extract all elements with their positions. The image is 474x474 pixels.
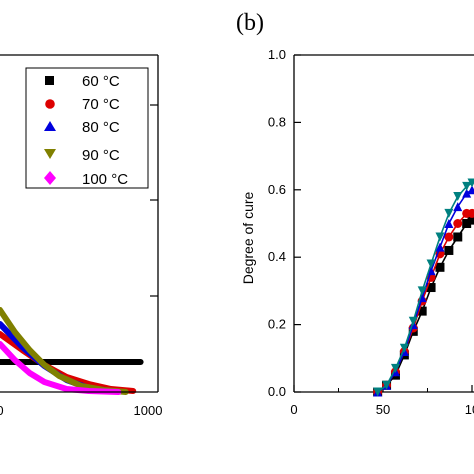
panel-b-y-tick-label: 1.0 (268, 47, 286, 62)
panel-b-data-point (435, 262, 445, 272)
panel-b-data-point (467, 178, 474, 188)
panel-b-data-point (426, 283, 436, 293)
panel-b-data-point (462, 219, 472, 228)
panel-b-data-point (444, 208, 454, 218)
panel-b-tag: (b) (236, 10, 264, 36)
legend-label-100c: 100 °C (82, 171, 128, 188)
panel-b-y-tick-label: 0.2 (268, 317, 286, 332)
panel-b-data-point (444, 232, 454, 242)
panel-b-data-point (382, 380, 392, 390)
legend-diamond-marker (44, 171, 56, 185)
legend-label-60c: 60 °C (82, 73, 120, 90)
panel-b-y-tick-label: 0.6 (268, 182, 286, 197)
panel-b-y-tick-label: 0.0 (268, 384, 286, 399)
panel-b-x-tick-label: 10 (465, 402, 474, 417)
panel-b-data-point (444, 219, 454, 228)
panel-b-data-point (426, 259, 436, 269)
panel-b-y-ticks: 0.0 0.2 0.4 0.6 0.8 1.0 (268, 47, 301, 399)
panel-b-y-axis-label: Degree of cure (240, 191, 256, 284)
panel-b-y-tick-label: 0.4 (268, 249, 286, 264)
legend-square-marker (45, 76, 54, 85)
panel-b-series-line (377, 219, 473, 393)
panel-b-data-point (444, 245, 454, 255)
panel-b-data-point (453, 192, 463, 202)
panel-b-data-point (373, 387, 383, 397)
panel-b-data-point (390, 363, 400, 373)
panel-b-x-tick-label: 50 (376, 402, 390, 417)
panel-b-data-point (453, 219, 463, 228)
panel-a-x-tick-label: 1000 (134, 403, 163, 418)
legend-circle-marker (45, 99, 55, 109)
panel-b-data-point (435, 232, 445, 242)
panel-a-x-tick-label: 0 (0, 403, 4, 418)
panel-b-x-ticks: 0 50 10 (290, 385, 474, 417)
panel-b-data-point (417, 306, 427, 316)
panel-b-data-point (417, 286, 427, 296)
legend-label-70c: 70 °C (82, 96, 120, 113)
panel-b-data-point (435, 242, 445, 252)
panel-b-data-point (462, 181, 472, 191)
legend-triangle-up-marker (44, 121, 56, 131)
panel-b-data-point (467, 215, 474, 225)
panel-a-legend: 60 °C 70 °C 80 °C 90 °C 100 °C (25, 67, 149, 189)
panel-b-data-point (453, 232, 463, 242)
legend-label-80c: 80 °C (82, 119, 120, 136)
panel-b-data-point (467, 208, 474, 218)
panel-a-series-group (0, 307, 144, 395)
panel-b-x-tick-label: 0 (290, 402, 297, 417)
panel-b-data-point (408, 316, 418, 326)
panel-a: 0 1000 60 °C 70 °C 80 °C 90 °C 100 °C (0, 54, 163, 418)
panel-b: 0.0 0.2 0.4 0.6 0.8 1.0 0 50 10 Degree of cure (240, 47, 474, 417)
panel-b-y-tick-label: 0.8 (268, 114, 286, 129)
legend-label-90c: 90 °C (82, 147, 120, 164)
panel-b-data-point (453, 202, 463, 212)
panel-b-data-point (399, 343, 409, 353)
legend-triangle-down-marker (44, 149, 56, 159)
panel-b-data-point (462, 188, 472, 198)
panel-a-series-line (0, 341, 122, 395)
panel-b-data-point (467, 185, 474, 195)
panel-b-series-group (373, 178, 474, 397)
